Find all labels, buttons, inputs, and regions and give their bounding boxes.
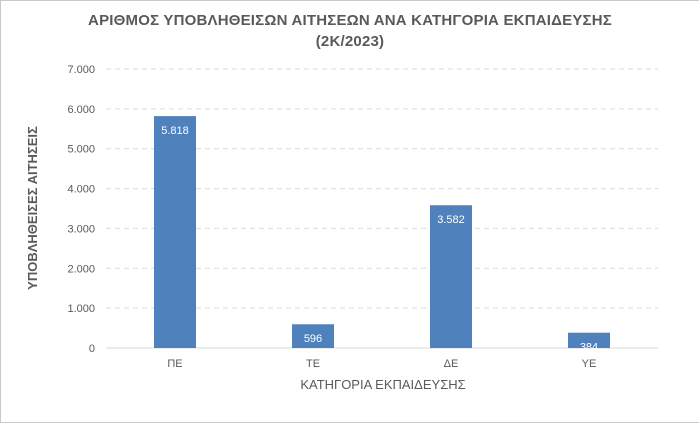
y-tick-label: 7.000 xyxy=(67,64,95,76)
x-tick-labels: ΠΕ ΤΕ ΔΕ ΥΕ xyxy=(167,358,596,370)
bar-2 xyxy=(292,324,334,348)
x-tick-label: ΠΕ xyxy=(167,358,182,370)
bar-3 xyxy=(430,205,472,348)
bar-1 xyxy=(154,116,196,348)
y-axis-title: ΥΠΟΒΛΗΘΕΙΣΕΣ ΑΙΤΗΣΕΙΣ xyxy=(25,126,40,290)
y-tick-label: 3.000 xyxy=(67,223,95,235)
x-tick-label: ΤΕ xyxy=(306,358,320,370)
data-label: 3.582 xyxy=(437,214,465,226)
bar-4 xyxy=(568,332,610,348)
bars xyxy=(154,116,610,348)
chart-title: ΑΡΙΘΜΟΣ ΥΠΟΒΛΗΘΕΙΣΩΝ ΑΙΤΗΣΕΩΝ ΑΝΑ ΚΑΤΗΓΟ… xyxy=(88,12,612,29)
x-tick-label: ΥΕ xyxy=(582,358,597,370)
x-axis-title: ΚΑΤΗΓΟΡΙΑ ΕΚΠΑΙΔΕΥΣΗΣ xyxy=(300,377,465,392)
data-label: 384 xyxy=(580,342,598,354)
data-label: 596 xyxy=(304,333,322,345)
y-tick-label: 6.000 xyxy=(67,104,95,116)
x-tick-label: ΔΕ xyxy=(444,358,459,370)
y-tick-label: 4.000 xyxy=(67,184,95,196)
y-tick-label: 5.000 xyxy=(67,144,95,156)
data-label: 5.818 xyxy=(161,125,189,137)
gridlines xyxy=(106,68,658,349)
y-tick-labels: 0 1.000 2.000 3.000 4.000 5.000 6.000 7.000 xyxy=(67,64,95,355)
y-tick-label: 1.000 xyxy=(67,303,95,315)
data-labels: 5.818 596 3.582 384 xyxy=(161,125,598,354)
chart-subtitle: (2Κ/2023) xyxy=(315,33,385,50)
y-tick-label: 2.000 xyxy=(67,263,95,275)
y-tick-label: 0 xyxy=(89,343,95,355)
